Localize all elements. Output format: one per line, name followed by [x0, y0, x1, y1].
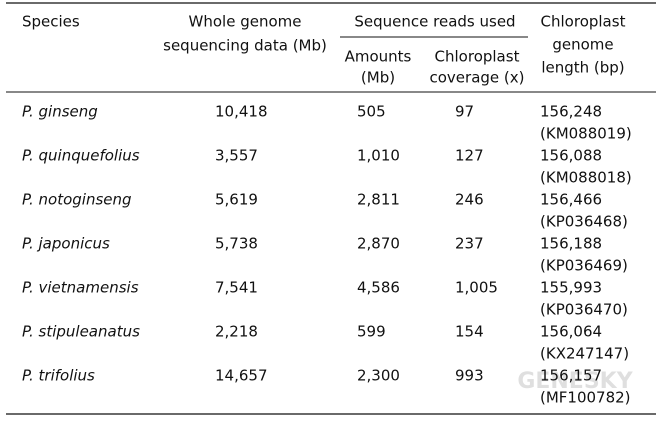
- header-coverage: Chloroplast: [435, 48, 520, 66]
- header-amounts: (Mb): [361, 69, 395, 87]
- amounts-cell: 4,586: [357, 279, 400, 297]
- header-whole: sequencing data (Mb): [163, 37, 327, 55]
- length-cell: 156,188: [540, 235, 602, 253]
- coverage-cell: 246: [455, 191, 484, 209]
- coverage-cell: 237: [455, 235, 484, 253]
- whole-genome-cell: 3,557: [215, 147, 258, 165]
- length-cell: 155,993: [540, 279, 602, 297]
- header-species: Species: [22, 13, 80, 31]
- header-length: genome: [552, 36, 613, 54]
- length-cell: 156,064: [540, 323, 602, 341]
- species-cell: P. ginseng: [22, 103, 98, 121]
- species-cell: P. stipuleanatus: [22, 323, 140, 341]
- whole-genome-cell: 10,418: [215, 103, 268, 121]
- header-coverage: coverage (x): [430, 69, 525, 87]
- accession-cell: (MF100782): [540, 389, 631, 407]
- species-cell: P. quinquefolius: [22, 147, 140, 165]
- length-cell: 156,248: [540, 103, 602, 121]
- amounts-cell: 2,811: [357, 191, 400, 209]
- whole-genome-cell: 5,619: [215, 191, 258, 209]
- accession-cell: (KM088019): [540, 125, 632, 143]
- header-length: Chloroplast: [541, 13, 626, 31]
- accession-cell: (KP036468): [540, 213, 628, 231]
- header-whole: Whole genome: [189, 13, 302, 31]
- header-amounts: Amounts: [345, 48, 412, 66]
- amounts-cell: 2,870: [357, 235, 400, 253]
- length-cell: 156,466: [540, 191, 602, 209]
- amounts-cell: 505: [357, 103, 386, 121]
- species-cell: P. trifolius: [22, 367, 95, 385]
- whole-genome-cell: 14,657: [215, 367, 268, 385]
- amounts-cell: 2,300: [357, 367, 400, 385]
- whole-genome-cell: 7,541: [215, 279, 258, 297]
- accession-cell: (KM088018): [540, 169, 632, 187]
- species-cell: P. japonicus: [22, 235, 110, 253]
- species-cell: P. notoginseng: [22, 191, 132, 209]
- whole-genome-cell: 2,218: [215, 323, 258, 341]
- coverage-cell: 993: [455, 367, 484, 385]
- coverage-cell: 97: [455, 103, 474, 121]
- watermark: GENESKY: [517, 369, 633, 394]
- coverage-cell: 1,005: [455, 279, 498, 297]
- species-cell: P. vietnamensis: [22, 279, 139, 297]
- header-group: Sequence reads used: [354, 13, 515, 31]
- coverage-cell: 127: [455, 147, 484, 165]
- amounts-cell: 599: [357, 323, 386, 341]
- coverage-cell: 154: [455, 323, 484, 341]
- accession-cell: (KX247147): [540, 345, 629, 363]
- length-cell: 156,088: [540, 147, 602, 165]
- header-length: length (bp): [541, 59, 624, 77]
- accession-cell: (KP036469): [540, 257, 628, 275]
- whole-genome-cell: 5,738: [215, 235, 258, 253]
- accession-cell: (KP036470): [540, 301, 628, 319]
- amounts-cell: 1,010: [357, 147, 400, 165]
- length-cell: 156,157: [540, 367, 602, 385]
